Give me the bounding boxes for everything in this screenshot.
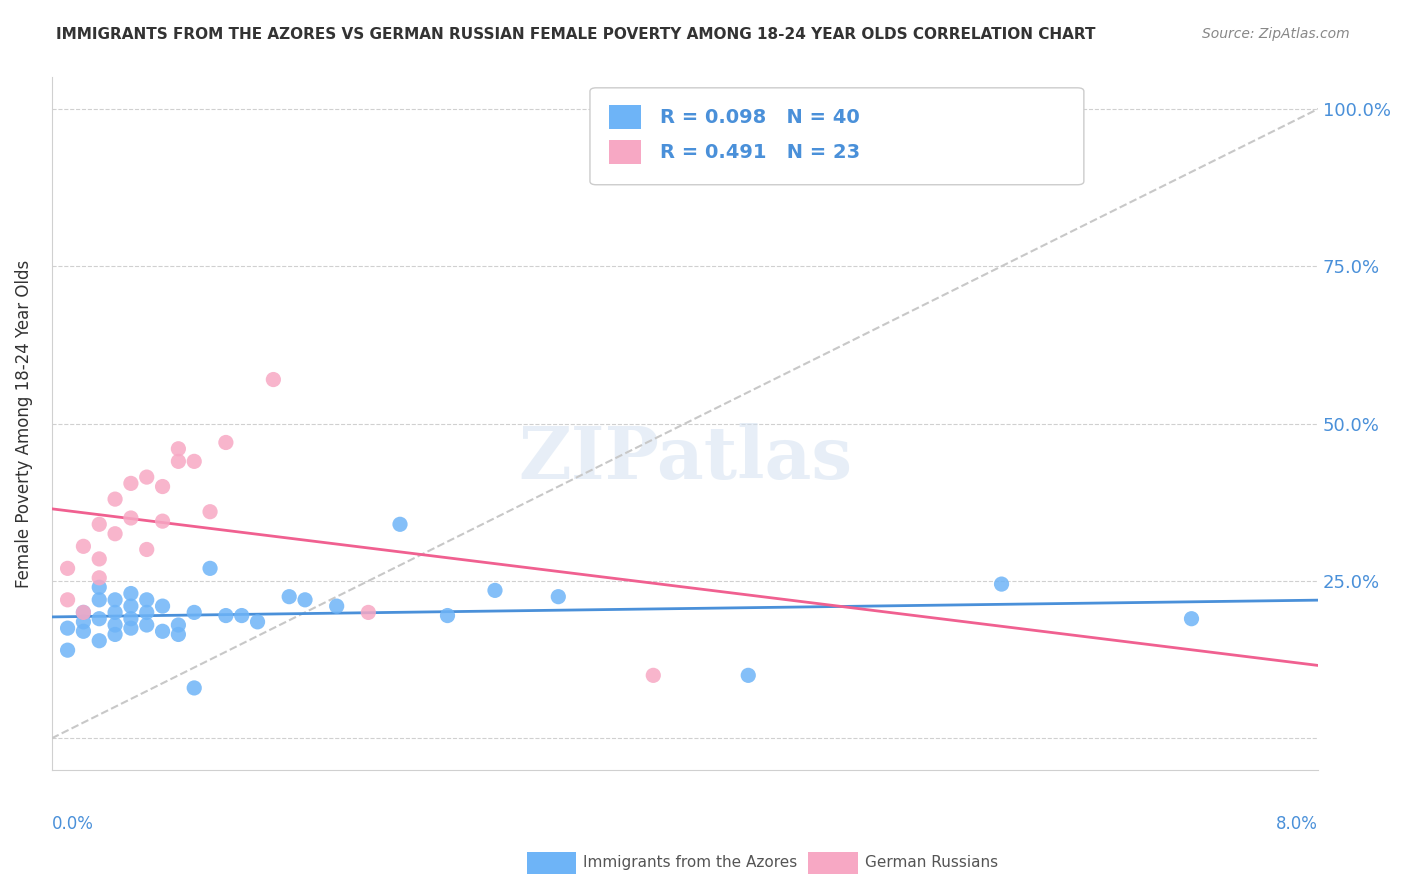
Point [183,454,205,468]
Point [167,627,190,641]
Point [135,618,157,632]
Point [104,526,127,541]
Text: R = 0.098   N = 40: R = 0.098 N = 40 [659,108,859,127]
Point [56,561,79,575]
Text: Source: ZipAtlas.com: Source: ZipAtlas.com [1202,27,1350,41]
Text: R = 0.491   N = 23: R = 0.491 N = 23 [659,143,859,161]
Point [120,586,142,600]
Point [152,514,174,528]
Point [1180,612,1202,626]
Text: 8.0%: 8.0% [1277,814,1319,833]
Point [167,442,190,456]
Point [198,561,221,575]
Point [294,592,316,607]
Point [56,643,79,657]
Text: IMMIGRANTS FROM THE AZORES VS GERMAN RUSSIAN FEMALE POVERTY AMONG 18-24 YEAR OLD: IMMIGRANTS FROM THE AZORES VS GERMAN RUS… [56,27,1095,42]
Point [104,618,127,632]
Point [89,612,111,626]
Point [72,615,94,629]
Point [135,542,157,557]
FancyBboxPatch shape [591,87,1084,185]
Point [120,476,142,491]
Point [135,592,157,607]
Point [89,552,111,566]
Bar [609,140,641,164]
Point [357,606,380,620]
Point [120,612,142,626]
Point [72,624,94,639]
Point [183,606,205,620]
Point [152,479,174,493]
Point [89,580,111,594]
Point [135,606,157,620]
Point [152,599,174,614]
Point [72,606,94,620]
Point [135,470,157,484]
Point [89,633,111,648]
Point [990,577,1012,591]
Point [104,492,127,507]
Point [104,592,127,607]
Point [89,571,111,585]
Point [152,624,174,639]
Point [484,583,506,598]
Point [436,608,458,623]
Point [278,590,301,604]
Point [183,681,205,695]
Point [547,590,569,604]
Point [56,621,79,635]
Point [104,627,127,641]
Point [89,517,111,532]
Point [104,606,127,620]
Point [325,599,347,614]
Point [167,454,190,468]
Text: ZIPatlas: ZIPatlas [517,423,852,493]
Point [737,668,759,682]
Point [120,599,142,614]
Point [198,505,221,519]
Point [56,592,79,607]
Point [72,606,94,620]
Point [167,618,190,632]
Point [262,372,284,386]
Text: German Russians: German Russians [865,855,998,870]
Point [120,511,142,525]
Point [120,621,142,635]
Y-axis label: Female Poverty Among 18-24 Year Olds: Female Poverty Among 18-24 Year Olds [15,260,32,588]
Bar [609,105,641,129]
Text: 0.0%: 0.0% [52,814,94,833]
Point [388,517,411,532]
Point [643,668,665,682]
Point [215,435,238,450]
Point [246,615,269,629]
Point [231,608,253,623]
Point [89,592,111,607]
Point [72,539,94,553]
Point [215,608,238,623]
Text: Immigrants from the Azores: Immigrants from the Azores [583,855,797,870]
